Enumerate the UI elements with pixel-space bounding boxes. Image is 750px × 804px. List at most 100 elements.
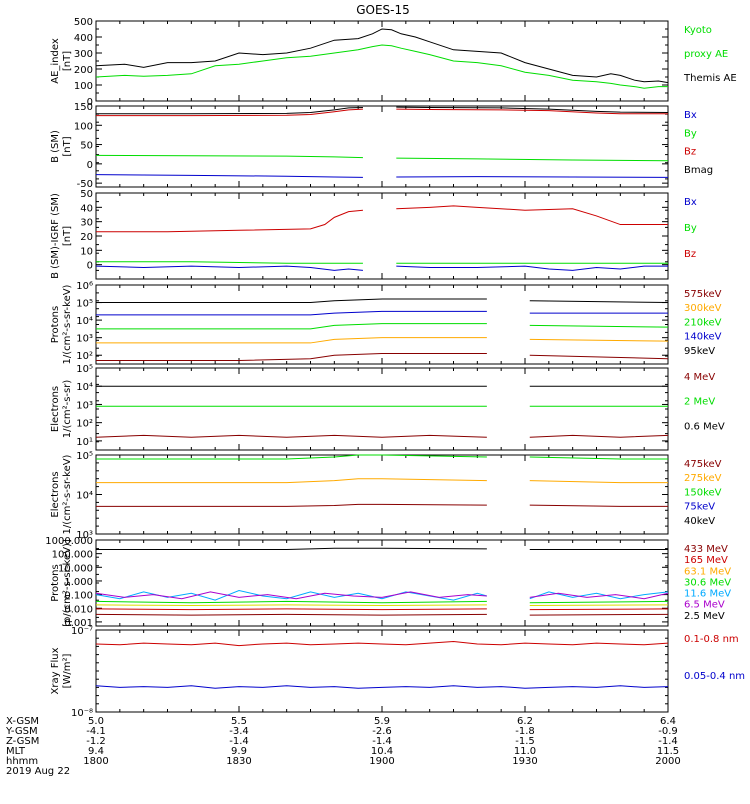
- legend-electrons2: 475keV: [684, 459, 722, 470]
- legend-protons2: 2.5 MeV: [684, 611, 725, 622]
- series-line-electrons2: [529, 504, 668, 507]
- legend-xray: 0.1-0.8 nm: [684, 634, 739, 645]
- axis-table: X-GSM 5.0 5.5 5.9 6.2 6.4Y-GSM -4.1 -3.4 -2.6 -1.…: [5, 716, 681, 767]
- series-line-bsm: [396, 157, 669, 162]
- ylabel-xray: Xray Flux: [50, 647, 61, 694]
- ylabel-protons2: Protons: [50, 564, 61, 601]
- ytick-label-protons2: 0.010: [64, 604, 93, 615]
- axis-row-label: MLT: [6, 746, 26, 757]
- legend-bsm: Bmag: [684, 165, 713, 176]
- ytick-label-electrons1: 10⁴: [76, 382, 93, 393]
- ytick-label-electrons1: 10³: [76, 400, 93, 411]
- series-line-bigrf: [95, 265, 363, 271]
- legend-electrons1: 0.6 MeV: [684, 421, 725, 432]
- yunit-electrons1: 1/(cm²-s-sr): [62, 380, 73, 439]
- legend-bigrf: Bx: [684, 197, 697, 208]
- series-line-electrons2: [96, 503, 487, 507]
- series-line-xray: [95, 685, 669, 689]
- axis-row-value: 6.4: [660, 716, 676, 727]
- date-label: 2019 Aug 22: [6, 766, 70, 777]
- axis-row-value: 1930: [512, 756, 537, 767]
- legend-bsm: Bx: [684, 110, 697, 121]
- series-line-protons1: [529, 300, 669, 304]
- legend-protons1: 140keV: [684, 332, 722, 343]
- series-line-protons2: [95, 608, 487, 611]
- axis-row-value: 5.5: [231, 716, 247, 727]
- series-line-ae: [95, 44, 668, 89]
- ytick-label-protons2: 1000.000: [45, 536, 93, 547]
- yunit-protons2: [p/(cm²-s-sr-keV)]: [62, 539, 73, 627]
- ytick-label-bigrf: 40: [80, 203, 93, 214]
- ytick-label-protons2: 0.001: [64, 618, 93, 629]
- axis-row-value: -3.4: [229, 726, 249, 737]
- axis-row-value: 1830: [226, 756, 251, 767]
- legend-protons2: 63.1 MeV: [684, 566, 731, 577]
- legend-electrons2: 40keV: [684, 516, 715, 527]
- ylabel-protons1: Protons: [50, 306, 61, 343]
- series-line-electrons1: [529, 434, 669, 438]
- legend-bigrf: By: [684, 223, 697, 234]
- panel-bsm: -50 0 50 100 150 B (SM) [nT] Bx By Bz Bmag: [50, 102, 713, 190]
- ytick-label-ae: 200: [74, 65, 93, 76]
- ylabel-electrons1: Electrons: [50, 386, 61, 432]
- axis-row-value: -1.4: [658, 736, 678, 747]
- legend-protons1: 575keV: [684, 289, 722, 300]
- axis-row-label: X-GSM: [6, 716, 39, 727]
- axis-row-value: -0.9: [658, 726, 678, 737]
- series-line-bsm: [396, 176, 669, 178]
- legend-bigrf: Bz: [684, 249, 696, 260]
- panel-frame-bsm: [95, 105, 669, 188]
- panel-frame-protons1: [95, 284, 669, 365]
- axis-row-value: 6.2: [517, 716, 533, 727]
- ytick-label-ae: 300: [74, 49, 93, 60]
- series-line-protons1: [96, 323, 487, 330]
- yunit-ae: [nT]: [62, 51, 73, 71]
- axis-row-value: -1.5: [515, 736, 535, 747]
- panel-protons2: 0.001 0.010 0.100 1.000 10.000 100.000 1000.00…: [45, 536, 731, 629]
- ytick-label-electrons1: 10²: [76, 419, 93, 430]
- series-line-bigrf: [96, 261, 363, 264]
- legend-electrons2: 150keV: [684, 487, 722, 498]
- legend-protons2: 433 MeV: [684, 544, 728, 555]
- series-line-protons2: [95, 613, 487, 616]
- legend-electrons2: 275keV: [684, 473, 722, 484]
- ytick-label-bigrf: 50: [80, 189, 93, 200]
- series-line-protons1: [96, 310, 487, 316]
- ytick-label-electrons2: 10³: [76, 530, 93, 541]
- ytick-label-protons2: 0.100: [64, 591, 93, 602]
- series-line-protons1: [96, 298, 487, 304]
- panel-frame-ae: [95, 20, 669, 102]
- series-line-bsm: [95, 174, 363, 178]
- ytick-label-bsm: 0: [87, 160, 93, 171]
- axis-row-value: 5.0: [88, 716, 104, 727]
- axis-row-value: -4.1: [86, 726, 106, 737]
- panel-electrons2: 10³ 10⁴ 10⁵ Electrons 1/(cm²-s-sr-keV) 475keV…: [50, 451, 722, 541]
- axis-row-label: Y-GSM: [5, 726, 38, 737]
- series-line-protons2: [529, 591, 669, 600]
- series-line-electrons2: [96, 478, 487, 484]
- legend-protons1: 95keV: [684, 346, 715, 357]
- ytick-label-bsm: 150: [74, 102, 93, 113]
- ylabel-ae: AE_index: [50, 38, 61, 84]
- axis-row-value: -1.4: [372, 736, 392, 747]
- ytick-label-electrons2: 10⁵: [76, 451, 93, 462]
- axis-row-value: 11.5: [657, 746, 679, 757]
- series-line-protons2: [529, 604, 669, 607]
- ytick-label-protons1: 10²: [76, 351, 93, 362]
- legend-protons2: 165 MeV: [684, 555, 728, 566]
- legend-electrons1: 2 MeV: [684, 397, 715, 408]
- panel-xray: 10⁻⁸ 10⁻⁷ Xray Flux [W/m²] 0.1-0.8 nm 0.05-0.…: [50, 626, 745, 719]
- legend-protons2: 30.6 MeV: [684, 577, 731, 588]
- panel-electrons1: 10¹ 10² 10³ 10⁴ 10⁵ Electrons 1/(cm²-s-sr) 4 Me…: [50, 364, 725, 451]
- series-line-electrons2: [529, 480, 668, 484]
- series-line-electrons1: [95, 434, 487, 438]
- axis-row-label: Z-GSM: [6, 736, 39, 747]
- series-line-protons2: [95, 591, 487, 600]
- legend-bsm: Bz: [684, 147, 696, 158]
- legend-ae: proxy AE: [684, 49, 728, 60]
- ytick-label-electrons2: 10⁴: [76, 491, 93, 502]
- legend-xray: 0.05-0.4 nm: [684, 671, 745, 682]
- series-line-protons1: [529, 338, 669, 342]
- ylabel-bsm: B (SM): [50, 130, 61, 163]
